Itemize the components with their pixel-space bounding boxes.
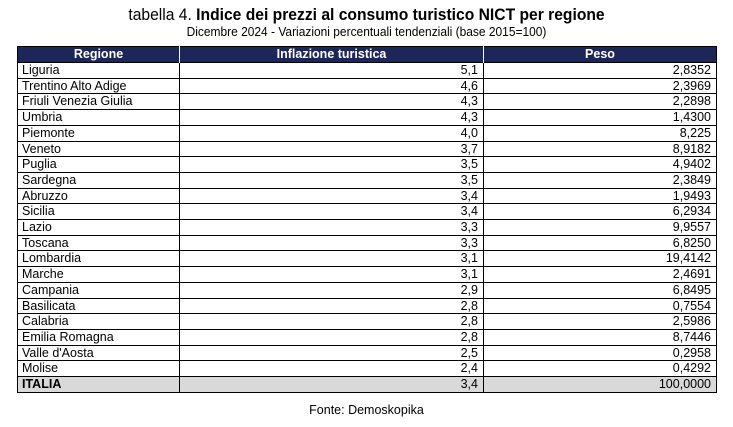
region-cell: Campania (17, 281, 180, 299)
weight-cell: 0,4292 (483, 360, 717, 377)
weight-cell: 4,9402 (483, 156, 717, 173)
table-row: Friuli Venezia Giulia 4,3 2,2898 (17, 93, 717, 110)
inflation-cell: 3,4 (179, 203, 484, 220)
weight-cell: 1,4300 (483, 109, 717, 126)
table-row: Abruzzo 3,4 1,9493 (17, 187, 717, 204)
title-prefix: tabella 4. (128, 5, 192, 24)
inflation-cell: 2,8 (179, 328, 484, 346)
inflation-cell: 3,3 (179, 219, 484, 236)
table-row: Veneto 3,7 8,9182 (17, 140, 717, 157)
weight-cell: 2,8352 (483, 62, 717, 79)
weight-cell: 8,9182 (483, 140, 717, 157)
inflation-cell: 4,3 (179, 93, 484, 110)
weight-cell: 2,3969 (483, 77, 717, 94)
table-row: Toscana 3,3 6,8250 (17, 234, 717, 251)
table-row: Trentino Alto Adige 4,6 2,3969 (17, 77, 717, 94)
region-cell: Trentino Alto Adige (17, 77, 180, 94)
table-row: Campania 2,9 6,8495 (17, 281, 717, 299)
table-subtitle: Dicembre 2024 - Variazioni percentuali t… (186, 24, 547, 39)
source-note: Fonte: Demoskopika (309, 403, 424, 417)
inflation-cell: 4,0 (179, 124, 484, 142)
region-cell: Veneto (17, 140, 180, 157)
region-cell: Calabria (17, 313, 180, 330)
inflation-cell: 2,9 (179, 281, 484, 299)
region-cell: Piemonte (17, 124, 180, 142)
table-row: Lombardia 3,1 19,4142 (17, 250, 717, 267)
table-row: Molise 2,4 0,4292 (17, 360, 717, 377)
inflation-cell: 4,6 (179, 77, 484, 94)
inflation-cell: 2,8 (179, 297, 484, 314)
table-row: Valle d'Aosta 2,5 0,2958 (17, 344, 717, 361)
inflation-cell: 3,7 (179, 140, 484, 157)
inflation-cell: 4,3 (179, 109, 484, 126)
table-row: Umbria 4,3 1,4300 (17, 109, 717, 126)
title-text: Indice dei prezzi al consumo turistico N… (196, 5, 605, 24)
column-header-inflazione: Inflazione turistica (179, 46, 484, 63)
region-cell: Friuli Venezia Giulia (17, 93, 180, 110)
weight-cell: 2,5986 (483, 313, 717, 330)
header-row: Regione Inflazione turistica Peso (17, 46, 717, 63)
table-row: Marche 3,1 2,4691 (17, 266, 717, 283)
table-row: Calabria 2,8 2,5986 (17, 313, 717, 330)
inflation-cell: 3,4 (179, 187, 484, 204)
inflation-cell: 3,1 (179, 266, 484, 283)
region-cell: Valle d'Aosta (17, 344, 180, 361)
inflation-cell: 3,5 (179, 171, 484, 189)
inflation-cell: 2,8 (179, 313, 484, 330)
table-row: Piemonte 4,0 8,225 (17, 124, 717, 142)
region-cell: Sicilia (17, 203, 180, 220)
column-header-peso: Peso (483, 46, 717, 63)
region-cell: Emilia Romagna (17, 328, 180, 346)
region-cell: Toscana (17, 234, 180, 251)
weight-cell: 6,8495 (483, 281, 717, 299)
table-row: Lazio 3,3 9,9557 (17, 219, 717, 236)
weight-cell: 8,225 (483, 124, 717, 142)
region-cell: Lazio (17, 219, 180, 236)
weight-cell: 6,8250 (483, 234, 717, 251)
table-row: Emilia Romagna 2,8 8,7446 (17, 328, 717, 346)
weight-cell: 0,2958 (483, 344, 717, 361)
table-row: Liguria 5,1 2,8352 (17, 62, 717, 79)
table-row: Sicilia 3,4 6,2934 (17, 203, 717, 220)
table-row: Basilicata 2,8 0,7554 (17, 297, 717, 314)
inflation-cell: 3,5 (179, 156, 484, 173)
inflation-cell: 2,5 (179, 344, 484, 361)
total-weight-cell: 100,0000 (483, 376, 717, 393)
weight-cell: 19,4142 (483, 250, 717, 267)
weight-cell: 0,7554 (483, 297, 717, 314)
region-cell: Marche (17, 266, 180, 283)
weight-cell: 6,2934 (483, 203, 717, 220)
region-cell: Umbria (17, 109, 180, 126)
inflation-cell: 3,1 (179, 250, 484, 267)
region-cell: Puglia (17, 156, 180, 173)
column-header-regione: Regione (17, 46, 180, 63)
table-title: tabella 4. Indice dei prezzi al consumo … (29, 5, 703, 25)
total-row: ITALIA 3,4 100,0000 (17, 376, 717, 393)
table-row: Sardegna 3,5 2,3849 (17, 171, 717, 189)
region-cell: Abruzzo (17, 187, 180, 204)
weight-cell: 1,9493 (483, 187, 717, 204)
weight-cell: 2,3849 (483, 171, 717, 189)
region-cell: Molise (17, 360, 180, 377)
table-row: Puglia 3,5 4,9402 (17, 156, 717, 173)
weight-cell: 9,9557 (483, 219, 717, 236)
regional-inflation-table: Regione Inflazione turistica Peso Liguri… (17, 46, 717, 393)
region-cell: Liguria (17, 62, 180, 79)
inflation-cell: 2,4 (179, 360, 484, 377)
weight-cell: 2,2898 (483, 93, 717, 110)
region-cell: Basilicata (17, 297, 180, 314)
inflation-cell: 5,1 (179, 62, 484, 79)
weight-cell: 8,7446 (483, 328, 717, 346)
inflation-cell: 3,3 (179, 234, 484, 251)
region-cell: Sardegna (17, 171, 180, 189)
region-cell: Lombardia (17, 250, 180, 267)
total-inflation-cell: 3,4 (179, 376, 484, 393)
total-region-cell: ITALIA (17, 376, 180, 393)
weight-cell: 2,4691 (483, 266, 717, 283)
